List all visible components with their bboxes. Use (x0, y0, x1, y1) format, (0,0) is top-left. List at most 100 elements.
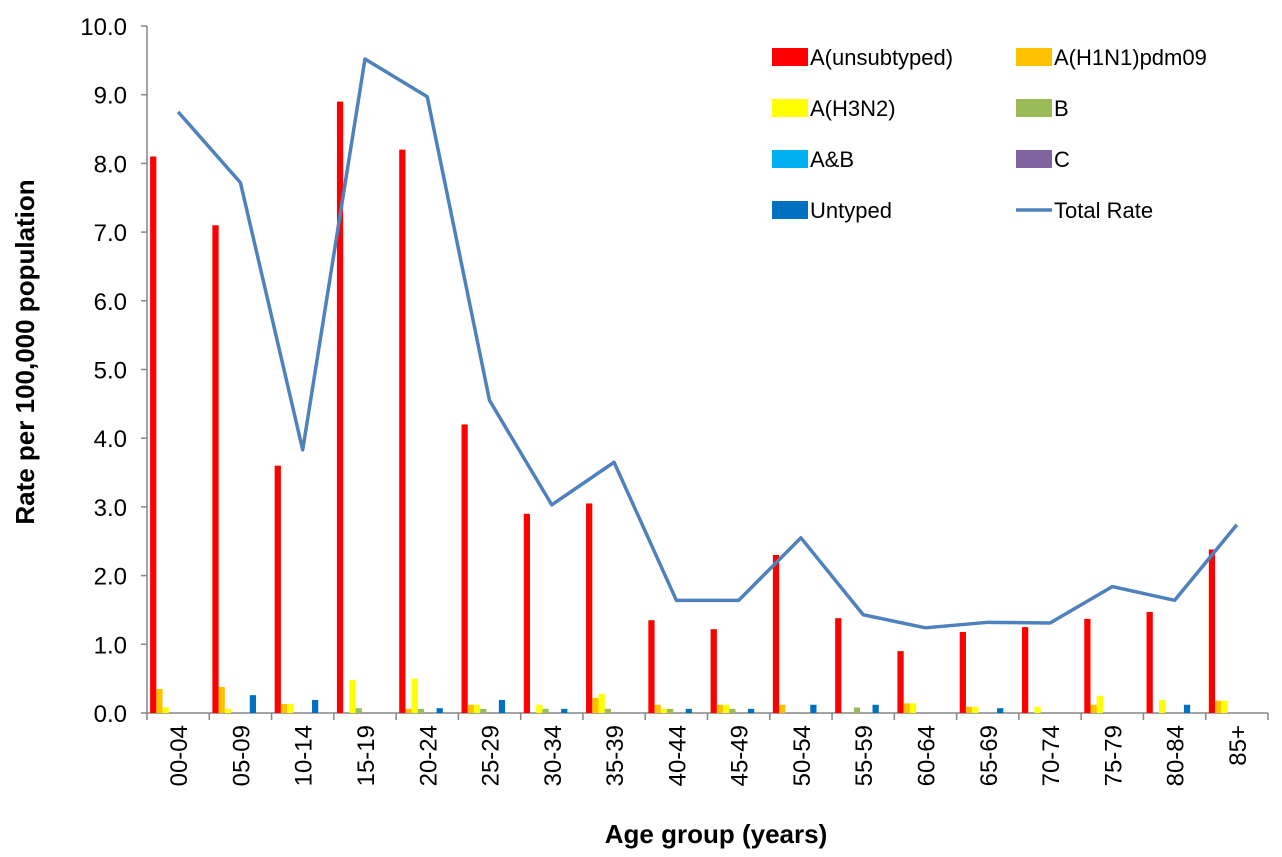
bar-a-unsubtyped-05-09 (212, 225, 219, 714)
total-rate-line-layer (176, 57, 1239, 630)
bar-a-h3n2-65-69 (972, 706, 979, 713)
bar-a-h1n1-pdm09-20-24 (405, 708, 412, 713)
bar-a-h1n1-pdm09-85+ (1215, 700, 1222, 713)
legend-label: A(H1N1)pdm09 (1054, 45, 1207, 70)
bar-untyped-25-29 (498, 699, 506, 713)
x-tick-label: 05-09 (228, 725, 255, 786)
bar-a-h3n2-60-64 (909, 703, 917, 713)
y-tick-label: 5.0 (94, 358, 127, 385)
legend-label: Untyped (810, 198, 892, 223)
bar-a-h1n1-pdm09-10-14 (280, 704, 288, 713)
y-tick-label: 9.0 (94, 83, 127, 110)
bar-untyped-10-14 (312, 699, 319, 713)
bar-untyped-50-54 (810, 704, 817, 713)
legend-swatch (1016, 99, 1052, 117)
legend-item-total-rate: Total Rate (1016, 198, 1153, 223)
legend-item-b: B (1016, 96, 1069, 121)
legend-label: A(H3N2) (810, 96, 896, 121)
bar-a-unsubtyped-55-59 (835, 618, 842, 713)
bar-untyped-40-44 (685, 708, 692, 713)
bar-untyped-05-09 (249, 695, 256, 713)
x-tick-label: 30-34 (540, 725, 567, 786)
bar-a-h1n1-pdm09-45-49 (716, 704, 724, 713)
y-tick-label: 10.0 (80, 14, 127, 41)
legend-item-a-h1n1-pdm09: A(H1N1)pdm09 (1016, 45, 1207, 70)
x-tick-label: 70-74 (1038, 725, 1065, 786)
total-rate-line (176, 57, 1239, 630)
bar-b-55-59 (853, 707, 861, 713)
bar-a-unsubtyped-15-19 (336, 101, 344, 713)
bar-a-h1n1-pdm09-00-04 (156, 688, 163, 713)
legend-label: C (1054, 147, 1070, 172)
bar-b-20-24 (417, 708, 425, 713)
y-tick-label: 7.0 (94, 220, 127, 247)
x-tick-label: 10-14 (291, 725, 318, 786)
bar-untyped-55-59 (872, 704, 879, 713)
x-tick-label: 15-19 (353, 725, 380, 786)
x-tick-label: 80-84 (1163, 725, 1190, 786)
bar-a-unsubtyped-30-34 (523, 513, 531, 713)
x-tick-label: 75-79 (1100, 725, 1127, 786)
y-tick-label: 6.0 (94, 289, 127, 316)
bar-a-h3n2-45-49 (723, 704, 730, 713)
bar-untyped-65-69 (997, 708, 1004, 713)
x-tick-label: 25-29 (478, 725, 505, 786)
bar-a-h3n2-30-34 (536, 704, 543, 713)
y-axis-title: Rate per 100,000 population (10, 179, 40, 524)
y-tick-label: 8.0 (94, 151, 127, 178)
bar-a-h1n1-pdm09-60-64 (903, 703, 910, 713)
legend-label: Total Rate (1054, 198, 1153, 223)
bar-untyped-30-34 (561, 708, 568, 713)
bar-untyped-20-24 (436, 708, 443, 713)
bar-a-h3n2-75-79 (1096, 695, 1103, 713)
x-axis-title: Age group (years) (605, 819, 828, 849)
legend: A(unsubtyped) A(H1N1)pdm09 A(H3N2) B A&B C Unt… (772, 45, 1207, 223)
legend-label: A&B (810, 147, 854, 172)
legend-item-a-h3n2: A(H3N2) (772, 96, 896, 121)
legend-swatch (772, 99, 808, 117)
bar-b-45-49 (729, 708, 736, 713)
x-tick-label: 60-64 (913, 725, 940, 786)
bar-b-35-39 (604, 708, 611, 713)
legend-swatch (1016, 48, 1052, 66)
bar-a-unsubtyped-60-64 (897, 651, 904, 713)
bar-a-h3n2-05-09 (224, 708, 232, 713)
legend-label: B (1054, 96, 1069, 121)
x-tick-label: 55-59 (851, 725, 878, 786)
axes: 0.0 1.0 2.0 3.0 4.0 5.0 6.0 7.0 8.0 9.0 10.0 00-04 0… (80, 14, 1269, 786)
y-tick-label: 0.0 (94, 701, 127, 728)
bar-a-unsubtyped-80-84 (1146, 612, 1153, 713)
bar-a-unsubtyped-35-39 (586, 503, 593, 713)
bar-a-h3n2-15-19 (349, 680, 356, 713)
bar-a-h1n1-pdm09-50-54 (779, 704, 786, 713)
bar-a-unsubtyped-40-44 (648, 620, 655, 713)
bar-a-h3n2-35-39 (598, 693, 605, 713)
bar-a-h1n1-pdm09-65-69 (965, 706, 973, 713)
legend-item-a-unsubtyped: A(unsubtyped) (772, 45, 953, 70)
x-tick-label: 85+ (1225, 725, 1252, 766)
y-tick-label: 2.0 (94, 564, 127, 591)
legend-swatch (772, 201, 808, 219)
bar-a-unsubtyped-65-69 (959, 631, 966, 713)
x-tick-label: 35-39 (602, 725, 629, 786)
legend-swatch (1016, 150, 1052, 168)
bar-a-unsubtyped-20-24 (399, 149, 406, 713)
bar-a-h1n1-pdm09-35-39 (592, 697, 599, 713)
bar-a-h1n1-pdm09-25-29 (467, 704, 474, 713)
bar-a-h3n2-25-29 (473, 704, 481, 713)
bar-untyped-45-49 (747, 708, 755, 713)
y-tick-label: 1.0 (94, 632, 127, 659)
bar-a-unsubtyped-75-79 (1084, 618, 1091, 713)
bar-a-h1n1-pdm09-75-79 (1090, 704, 1097, 713)
bar-a-h3n2-70-74 (1034, 706, 1041, 713)
x-tick-label: 65-69 (976, 725, 1003, 786)
bar-a-unsubtyped-45-49 (710, 629, 717, 713)
x-tick-label: 50-54 (789, 725, 816, 786)
bar-a-h3n2-10-14 (287, 704, 294, 713)
bar-a-unsubtyped-70-74 (1022, 627, 1029, 713)
bar-b-40-44 (667, 708, 674, 713)
bar-a-unsubtyped-00-04 (150, 156, 157, 713)
bar-a-h3n2-40-44 (660, 708, 668, 713)
